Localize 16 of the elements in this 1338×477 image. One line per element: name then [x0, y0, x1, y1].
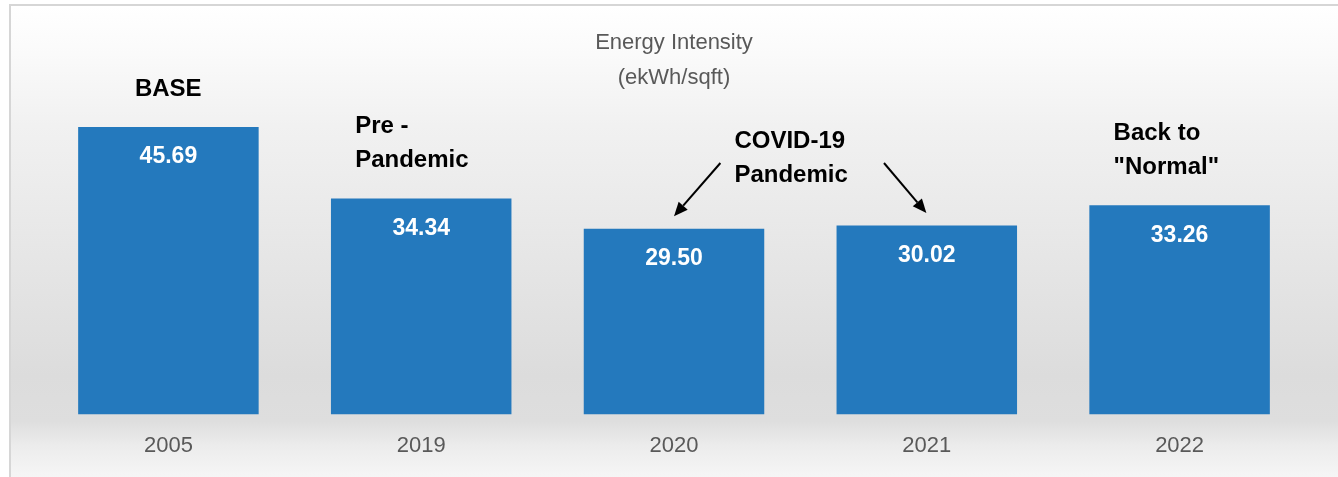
data-label: 34.34	[392, 213, 451, 240]
data-label: 30.02	[898, 240, 956, 267]
x-tick-label: 2020	[649, 431, 699, 457]
text: BASE	[134, 72, 202, 103]
data-label: 29.50	[645, 244, 703, 271]
x-tick-label: 2022	[1155, 431, 1205, 457]
annotation: COVID-19 Pandemic	[734, 124, 849, 189]
data-label: 45.69	[139, 142, 198, 169]
chart-title: Energy Intensity	[595, 29, 753, 55]
chart-subtitle: (ekWh/sqft)	[617, 63, 731, 89]
x-tick-label: 2019	[396, 431, 446, 457]
x-tick-label: 2021	[902, 431, 952, 457]
annotation: Back to "Normal"	[1113, 117, 1221, 182]
annotation: Pre - Pandemic	[355, 110, 470, 175]
x-tick-label: 2005	[143, 431, 193, 457]
data-label: 33.26	[1150, 220, 1209, 247]
